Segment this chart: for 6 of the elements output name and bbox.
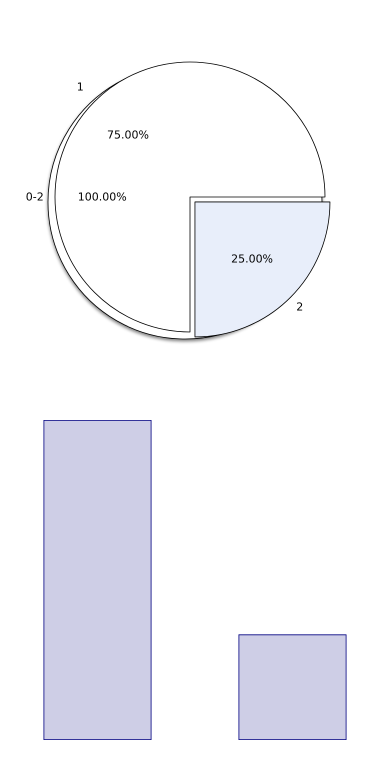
slice-label: 2 [296, 300, 304, 314]
slice-label: 1 [76, 80, 84, 94]
data-label: 75.00% [106, 128, 149, 142]
slice-label: 0-2 [26, 190, 44, 204]
data-label: 100.00% [78, 190, 127, 204]
data-label: 25.00% [231, 252, 274, 266]
